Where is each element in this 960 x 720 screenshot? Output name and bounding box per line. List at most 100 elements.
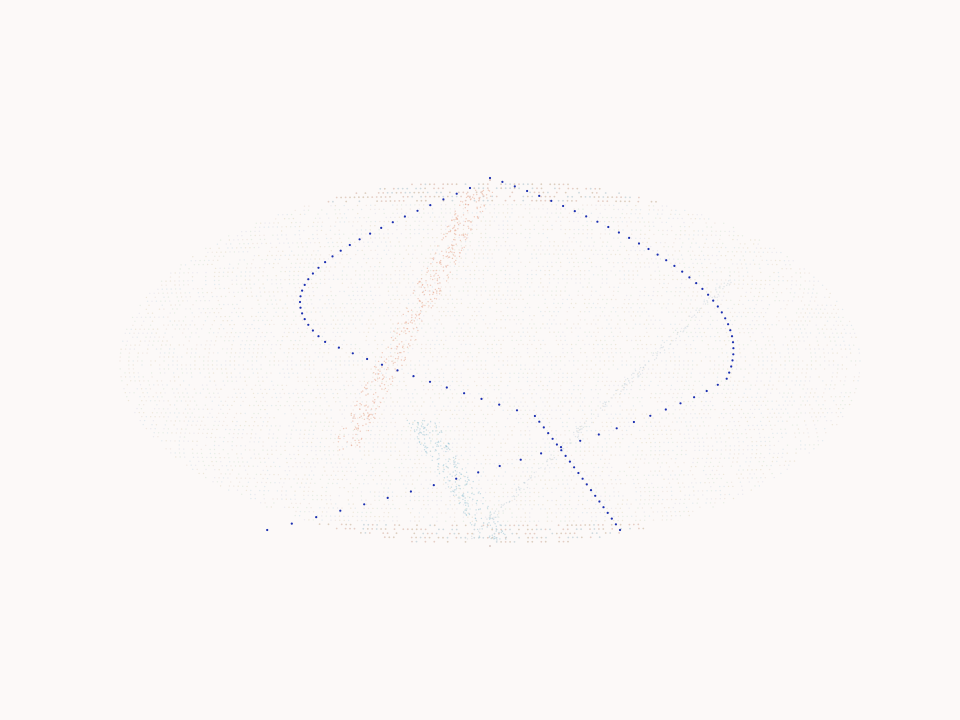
ring-dot xyxy=(161,396,163,398)
ring-dot xyxy=(213,392,215,394)
ring-dot xyxy=(641,217,644,219)
ring-dot xyxy=(502,220,504,222)
ring-dot xyxy=(264,388,266,391)
ring-dot xyxy=(260,388,262,390)
ring-dot xyxy=(237,239,239,241)
ring-dot xyxy=(205,275,207,278)
ring-dot xyxy=(231,311,233,314)
ring-dot xyxy=(747,275,749,277)
ring-dot xyxy=(119,352,122,354)
ring-dot xyxy=(424,183,427,186)
ring-dot xyxy=(167,400,169,402)
ring-dot xyxy=(245,327,247,330)
ring-dot xyxy=(707,303,709,305)
ring-dot xyxy=(293,319,295,321)
ring-dot xyxy=(749,336,751,338)
ring-dot xyxy=(515,339,518,342)
ring-dot xyxy=(701,335,703,338)
ring-dot xyxy=(277,250,280,252)
ring-dot xyxy=(252,352,254,354)
ring-dot xyxy=(806,324,809,326)
ring-dot xyxy=(597,352,600,354)
ring-dot xyxy=(517,269,520,272)
ring-dot xyxy=(564,364,566,366)
ring-dot xyxy=(774,259,777,262)
ring-dot xyxy=(591,265,593,268)
ring-dot xyxy=(612,356,614,358)
ring-dot xyxy=(318,242,321,244)
ring-dot xyxy=(396,335,399,337)
ring-dot xyxy=(434,319,436,321)
ring-dot xyxy=(526,282,529,284)
ring-dot xyxy=(335,401,337,403)
ring-dot xyxy=(143,320,145,322)
ring-dot xyxy=(257,352,259,354)
ring-dot xyxy=(403,347,405,350)
ring-dot xyxy=(634,249,637,252)
ring-dot xyxy=(611,196,614,199)
ring-dot xyxy=(637,298,639,301)
ring-dot xyxy=(230,348,233,350)
ring-dot xyxy=(582,261,584,264)
ring-dot xyxy=(776,292,778,294)
ring-dot xyxy=(701,315,703,317)
ring-dot xyxy=(707,327,709,330)
ring-dot xyxy=(762,356,764,358)
ring-dot xyxy=(623,245,626,248)
ring-dot xyxy=(716,348,719,350)
ring-dot xyxy=(383,368,385,370)
ring-dot xyxy=(429,195,431,198)
ring-dot xyxy=(632,397,634,399)
ring-dot xyxy=(559,294,562,296)
ring-dot xyxy=(772,384,774,386)
ring-dot xyxy=(495,216,498,218)
ring-dot xyxy=(333,397,335,399)
ring-dot xyxy=(319,311,321,313)
ring-dot xyxy=(476,306,478,309)
ring-dot xyxy=(127,399,130,402)
ring-dot xyxy=(405,228,407,231)
ring-dot xyxy=(727,388,729,390)
ring-dot xyxy=(196,328,198,330)
ring-dot xyxy=(551,224,553,227)
ring-dot xyxy=(261,348,264,350)
ring-dot xyxy=(313,250,315,252)
ring-dot xyxy=(493,290,496,292)
ring-dot xyxy=(431,208,434,210)
ring-dot xyxy=(237,336,240,338)
ring-dot xyxy=(840,348,842,350)
ring-dot xyxy=(202,263,204,266)
ring-dot xyxy=(794,384,796,386)
ring-dot xyxy=(231,303,234,306)
ring-dot xyxy=(170,304,172,306)
ring-dot xyxy=(526,343,529,346)
ring-dot xyxy=(713,360,716,362)
ring-dot xyxy=(641,303,643,305)
ring-dot xyxy=(674,315,676,317)
ring-dot xyxy=(586,360,588,362)
ring-dot xyxy=(266,275,269,277)
ring-dot xyxy=(589,196,591,198)
ring-dot xyxy=(245,230,247,233)
ring-dot xyxy=(692,388,694,391)
ring-dot xyxy=(782,280,784,282)
ring-dot xyxy=(363,376,365,378)
ring-dot xyxy=(206,263,209,266)
ring-dot xyxy=(718,364,720,366)
ring-dot xyxy=(396,212,399,214)
ring-dot xyxy=(188,292,191,294)
ring-dot xyxy=(737,235,739,237)
ring-dot xyxy=(465,257,467,259)
ring-dot xyxy=(709,360,711,362)
ring-dot xyxy=(670,213,672,215)
ring-dot xyxy=(236,396,238,398)
ring-dot xyxy=(161,284,163,286)
ring-dot xyxy=(317,356,319,358)
ring-dot xyxy=(782,328,784,330)
ring-dot xyxy=(341,274,343,276)
ring-dot xyxy=(790,340,792,342)
ring-dot xyxy=(744,368,746,370)
ring-dot xyxy=(327,352,330,354)
ring-dot xyxy=(676,270,678,273)
ring-dot xyxy=(617,221,619,223)
